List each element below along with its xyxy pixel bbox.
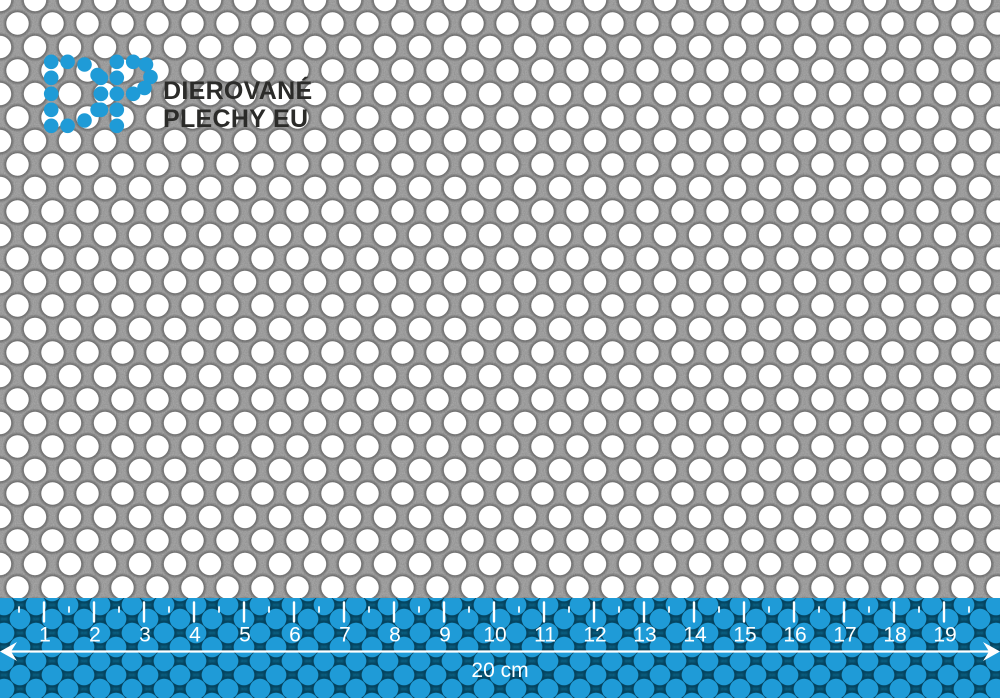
svg-text:10: 10 [483,624,506,647]
svg-text:5: 5 [239,624,251,647]
svg-text:18: 18 [883,624,906,647]
svg-text:7: 7 [339,624,351,647]
svg-text:3: 3 [139,624,151,647]
svg-text:20 cm: 20 cm [471,659,528,682]
svg-text:14: 14 [683,624,707,647]
svg-text:11: 11 [534,624,556,647]
svg-text:15: 15 [733,624,756,647]
svg-text:8: 8 [389,624,401,647]
svg-text:17: 17 [833,624,856,647]
svg-text:9: 9 [439,624,451,647]
svg-text:12: 12 [583,624,606,647]
svg-text:19: 19 [933,624,956,647]
svg-text:6: 6 [289,624,301,647]
svg-text:4: 4 [189,624,201,647]
svg-text:13: 13 [633,624,656,647]
svg-text:1: 1 [39,624,51,647]
svg-text:16: 16 [783,624,806,647]
svg-text:2: 2 [89,624,101,647]
